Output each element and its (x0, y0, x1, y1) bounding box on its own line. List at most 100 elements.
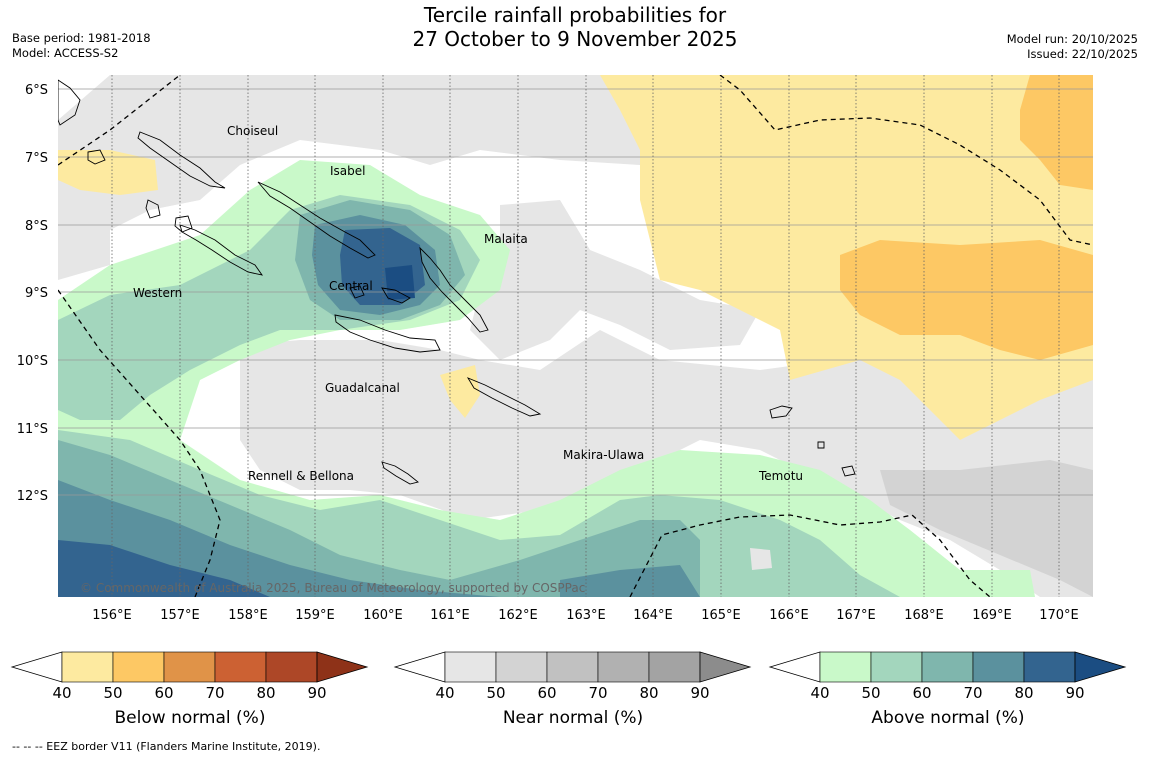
near-normal-region (470, 200, 760, 360)
colorbar-over-triangle (699, 651, 752, 683)
copyright-text: © Commonwealth of Australia 2025, Bureau… (80, 581, 585, 595)
near-normal-region (750, 548, 772, 570)
colorbar-tick-label: 90 (1065, 684, 1084, 698)
colorbar-title-below: Below normal (%) (114, 708, 266, 728)
colorbar-segment (597, 651, 650, 683)
colorbar-segment (921, 651, 974, 683)
colorbar-under-triangle (10, 651, 63, 683)
colorbar-segment (546, 651, 599, 683)
russell-islands (349, 285, 365, 299)
colorbar-title-above: Above normal (%) (871, 708, 1025, 728)
probability-shading (58, 75, 1093, 597)
province-label-central: Central (329, 279, 373, 293)
colorbar-tick-label: 60 (537, 684, 556, 698)
issued-text: Issued: 22/10/2025 (1027, 47, 1138, 61)
colorbar-segment (1023, 651, 1076, 683)
model-text: Model: ACCESS-S2 (12, 46, 119, 60)
lon-label: 162°E (498, 608, 538, 623)
lon-label: 170°E (1039, 608, 1079, 623)
lon-label: 169°E (972, 608, 1012, 623)
rennell-island (381, 461, 419, 485)
province-label-malaita: Malaita (484, 232, 528, 246)
colorbar-tick-label: 50 (103, 684, 122, 698)
guadalcanal-island (334, 314, 441, 353)
near-normal-region (880, 460, 1093, 597)
colorbar-tick-label: 90 (307, 684, 326, 698)
colorbar-segment (214, 651, 267, 683)
santa-cruz-islands (769, 405, 793, 419)
lat-label: 9°S (25, 286, 48, 301)
lon-label: 165°E (701, 608, 741, 623)
colorbar-tick-label: 40 (810, 684, 829, 698)
province-label-temotu: Temotu (758, 469, 803, 483)
lat-label: 11°S (17, 422, 48, 437)
eez-border (58, 75, 1093, 597)
lon-label: 158°E (228, 608, 268, 623)
title-line-1: Tercile rainfall probabilities for (423, 3, 727, 27)
colorbar-below-normal: 40 50 60 70 80 90 (10, 651, 369, 698)
colorbar-tick-label: 70 (963, 684, 982, 698)
colorbar-tick-label: 50 (861, 684, 880, 698)
colorbar-tick-label: 80 (639, 684, 658, 698)
lon-label: 163°E (566, 608, 606, 623)
new-georgia-islands (179, 224, 264, 276)
lon-label: 156°E (92, 608, 132, 623)
colorbar-tick-label: 40 (52, 684, 71, 698)
province-label-rennell: Rennell & Bellona (248, 469, 354, 483)
forecast-map: Choiseul Isabel Malaita Western Central … (17, 75, 1093, 623)
lat-label: 12°S (17, 489, 48, 504)
above-normal-region (58, 540, 270, 597)
colorbar-under-triangle (768, 651, 821, 683)
colorbar-segment (112, 651, 165, 683)
colorbar-over-triangle (1074, 651, 1127, 683)
vella-lavella (145, 199, 161, 219)
colorbar-segment (61, 651, 114, 683)
map-title: Tercile rainfall probabilities for 27 Oc… (0, 3, 1150, 51)
colorbar-segment (648, 651, 701, 683)
colorbar-tick-label: 40 (435, 684, 454, 698)
province-label-isabel: Isabel (330, 164, 365, 178)
graticule (58, 88, 1093, 496)
lon-label: 164°E (633, 608, 673, 623)
shortland-islands (87, 149, 106, 165)
colorbar-tick-label: 60 (154, 684, 173, 698)
bougainville-coast (58, 79, 81, 126)
colorbar-segment (265, 651, 318, 683)
colorbar-title-near: Near normal (%) (502, 708, 644, 728)
tikopia (817, 441, 825, 449)
eez-legend-footnote: -- -- -- EEZ border V11 (Flanders Marine… (12, 740, 321, 753)
province-label-western: Western (133, 286, 182, 300)
lon-label: 168°E (904, 608, 944, 623)
coastlines (58, 79, 856, 485)
below-normal-region (1020, 75, 1093, 190)
colorbar-above-normal: 40 50 60 70 80 90 (768, 651, 1127, 698)
lon-label: 167°E (836, 608, 876, 623)
lat-label: 10°S (17, 354, 48, 369)
province-label-choiseul: Choiseul (227, 124, 278, 138)
colorbar-segment (870, 651, 923, 683)
colorbar-tick-label: 90 (690, 684, 709, 698)
near-normal-region (58, 75, 640, 280)
above-normal-region (560, 565, 700, 597)
colorbar-segment (495, 651, 548, 683)
colorbar-tick-label: 80 (256, 684, 275, 698)
colorbar-tick-label: 70 (588, 684, 607, 698)
above-normal-region (385, 265, 415, 300)
colorbar-segment (972, 651, 1025, 683)
below-normal-region (840, 240, 1093, 360)
isabel-island (257, 181, 376, 259)
model-info: Base period: 1981-2018 Model: ACCESS-S2 (12, 31, 151, 61)
model-run-text: Model run: 20/10/2025 (1006, 32, 1138, 46)
malaita-island (419, 246, 489, 333)
title-line-2: 27 October to 9 November 2025 (412, 27, 738, 51)
colorbar-under-triangle (393, 651, 446, 683)
vanikoro (841, 465, 856, 477)
makira-island (466, 377, 542, 417)
colorbar-tick-label: 70 (205, 684, 224, 698)
central-islands (381, 287, 411, 304)
lon-label: 160°E (363, 608, 403, 623)
below-normal-region (440, 365, 480, 418)
lon-label: 159°E (295, 608, 335, 623)
lat-label: 6°S (25, 83, 48, 98)
issue-info: Model run: 20/10/2025 Issued: 22/10/2025 (1007, 32, 1138, 62)
